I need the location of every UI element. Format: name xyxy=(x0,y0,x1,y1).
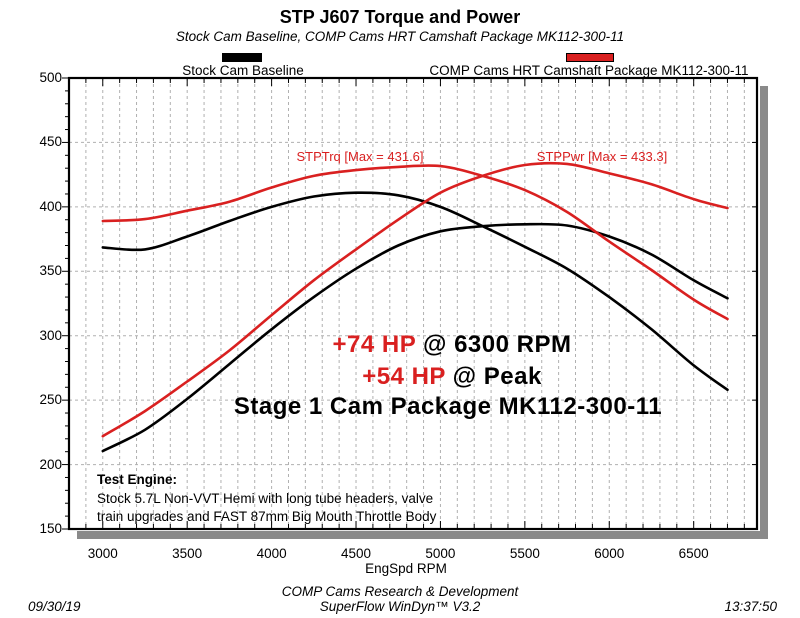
plot-shadow-bottom xyxy=(77,531,768,539)
series-stock-torque xyxy=(101,191,729,392)
legend-label-stock: Stock Cam Baseline xyxy=(182,63,304,78)
x-tick-label-3500: 3500 xyxy=(172,546,203,561)
test-engine-block: Test Engine: Stock 5.7L Non-VVT Hemi wit… xyxy=(97,471,436,527)
y-tick-label-250: 250 xyxy=(39,392,62,408)
series-comp-power xyxy=(101,161,729,438)
series-comp-torque xyxy=(101,164,729,321)
hp-gain-peak-black: @ Peak xyxy=(445,363,542,390)
plot-background xyxy=(69,78,757,529)
x-tick-label-5000: 5000 xyxy=(425,546,456,561)
hp-gain-rpm-line: +74 HP @ 6300 RPM xyxy=(333,331,572,359)
legend-swatch-comp xyxy=(566,53,614,62)
hp-gain-rpm-black: @ 6300 RPM xyxy=(415,331,572,358)
torque-max-annotation: STPTrq [Max = 431.6] xyxy=(296,149,424,164)
plot-border xyxy=(67,76,759,531)
series-stock-power xyxy=(101,222,729,453)
hp-gain-peak-line: +54 HP @ Peak xyxy=(362,363,542,391)
y-tick-label-500: 500 xyxy=(39,70,62,85)
footer-time: 13:37:50 xyxy=(724,599,777,614)
plot-shadow-right xyxy=(760,86,768,539)
footer-date: 09/30/19 xyxy=(28,599,81,614)
power-max-annotation: STPPwr [Max = 433.3] xyxy=(536,149,668,164)
x-tick-label-5500: 5500 xyxy=(509,546,540,561)
footer-org: COMP Cams Research & Development xyxy=(281,584,519,599)
hp-gain-peak-red: +54 HP xyxy=(362,363,446,390)
page-subtitle: Stock Cam Baseline, COMP Cams HRT Camsha… xyxy=(175,29,625,44)
x-axis-title: EngSpd RPM xyxy=(365,561,447,576)
x-tick-label-6000: 6000 xyxy=(594,546,625,561)
x-tick-label-3000: 3000 xyxy=(87,546,118,561)
test-engine-title: Test Engine: xyxy=(97,472,178,487)
x-tick-label-4000: 4000 xyxy=(256,546,287,561)
y-tick-label-150: 150 xyxy=(39,521,62,536)
hp-gain-rpm-red: +74 HP xyxy=(332,331,416,358)
y-tick-label-450: 450 xyxy=(39,134,62,150)
stage-package-line: Stage 1 Cam Package MK112-300-11 xyxy=(233,393,663,420)
legend-swatch-stock xyxy=(222,53,262,62)
y-tick-label-350: 350 xyxy=(39,263,62,279)
footer-software: SuperFlow WinDyn™ V3.2 xyxy=(319,599,481,614)
page-title: STP J607 Torque and Power xyxy=(279,7,521,27)
y-tick-label-200: 200 xyxy=(39,456,62,472)
test-engine-line2: train upgrades and FAST 87mm Big Mouth T… xyxy=(97,509,437,524)
x-tick-label-6500: 6500 xyxy=(678,546,709,561)
test-engine-line1: Stock 5.7L Non-VVT Hemi with long tube h… xyxy=(97,490,434,506)
legend-label-comp: COMP Cams HRT Camshaft Package MK112-300… xyxy=(429,63,749,78)
y-tick-label-400: 400 xyxy=(39,198,62,214)
y-tick-label-300: 300 xyxy=(39,327,62,343)
x-tick-label-4500: 4500 xyxy=(340,546,372,561)
